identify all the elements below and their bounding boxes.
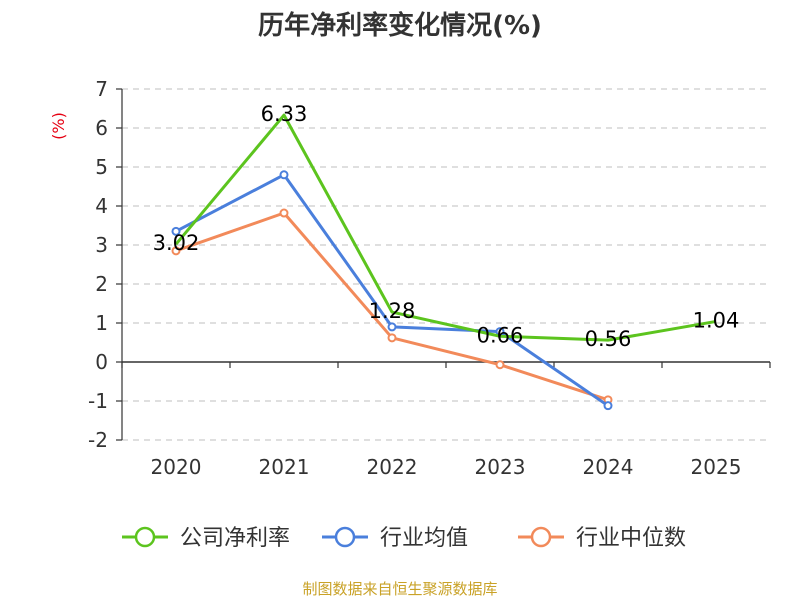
x-tick-label: 2023 (475, 455, 526, 479)
y-tick-label: 6 (95, 116, 108, 140)
y-tick-label: 3 (95, 233, 108, 257)
axes: 7 6 5 4 3 2 1 0 -1 -2 2020 2021 2022 2023 2024 2025 (88, 77, 771, 479)
y-tick-label: 4 (95, 194, 108, 218)
data-labels: 3.02 6.33 1.28 0.66 0.56 1.04 (153, 102, 740, 351)
data-point-1 (171, 226, 181, 236)
series-line-1 (175, 173, 609, 407)
legend-swatch-marker (530, 526, 552, 548)
y-axis-label: (%) (49, 112, 68, 140)
data-point-2 (495, 360, 505, 370)
data-point-2 (387, 333, 397, 343)
x-tick-label: 2021 (259, 455, 310, 479)
x-tick-label: 2024 (583, 455, 634, 479)
y-tick-label: -2 (88, 428, 108, 452)
y-tick-label: 7 (95, 77, 108, 101)
data-point-2 (171, 246, 181, 256)
x-tick-label: 2025 (691, 455, 742, 479)
data-point-2 (279, 208, 289, 218)
data-label: 0.66 (477, 323, 524, 347)
source-note: 制图数据来自恒生聚源数据库 (302, 580, 497, 598)
legend: 公司净利率 行业均值 行业中位数 (122, 526, 686, 551)
y-tick-label: -1 (88, 389, 108, 413)
data-label: 0.56 (585, 327, 632, 351)
chart-title: 历年净利率变化情况(%) (258, 10, 542, 41)
legend-label: 行业均值 (380, 526, 468, 551)
x-tick-label: 2022 (367, 455, 418, 479)
series-line-0 (174, 113, 717, 342)
data-label: 6.33 (261, 102, 308, 126)
legend-label: 行业中位数 (576, 526, 686, 551)
grid-lines (122, 88, 770, 441)
legend-label: 公司净利率 (180, 526, 290, 551)
data-point-1 (279, 170, 289, 180)
y-tick-label: 5 (95, 155, 108, 179)
legend-swatch-marker (334, 526, 356, 548)
y-tick-label: 0 (95, 350, 108, 374)
data-label: 3.02 (153, 231, 200, 255)
series-lines (171, 113, 717, 411)
data-label: 1.04 (693, 308, 740, 332)
data-point-1 (603, 401, 613, 411)
x-tick-label: 2020 (151, 455, 202, 479)
data-label: 1.28 (369, 299, 416, 323)
y-tick-label: 2 (95, 272, 108, 296)
data-point-1 (387, 322, 397, 332)
y-tick-label: 1 (95, 311, 108, 335)
legend-swatch-marker (134, 526, 156, 548)
